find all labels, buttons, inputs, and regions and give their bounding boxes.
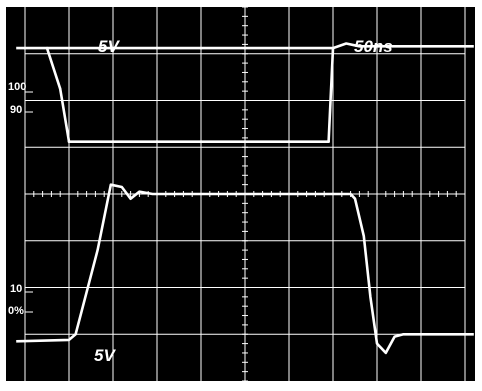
bottom-trace-waveform xyxy=(16,183,474,355)
marker-90-label: 90 xyxy=(10,104,22,116)
bottom-channel-scale-label: 5V xyxy=(94,346,116,365)
top-trace-segment xyxy=(327,46,335,143)
marker-0-label: 0% xyxy=(8,305,24,317)
waveform-traces xyxy=(16,42,474,355)
top-channel-scale-label: 5V xyxy=(98,37,120,56)
top-trace-segment xyxy=(45,46,62,91)
top-trace-segment xyxy=(58,87,71,143)
timebase-label: 50ns xyxy=(354,37,393,56)
marker-10-label: 10 xyxy=(10,283,22,295)
marker-100-label: 100 xyxy=(8,81,26,93)
